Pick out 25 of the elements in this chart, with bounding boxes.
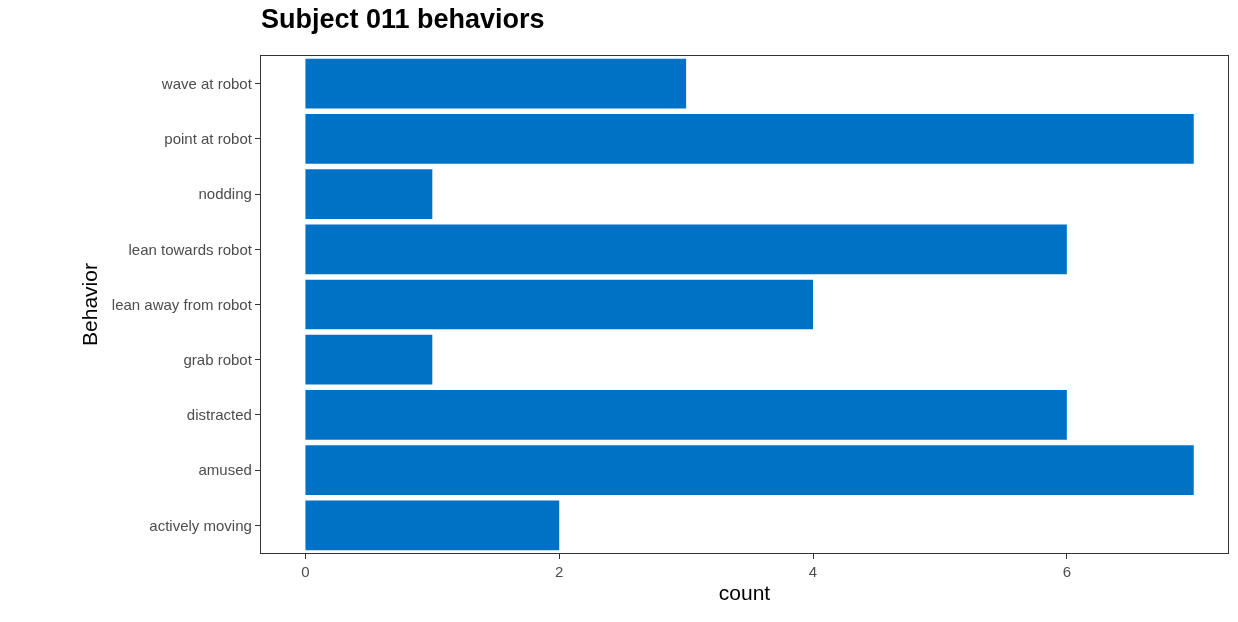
bar [305, 500, 560, 551]
bar [305, 334, 433, 385]
bar [305, 113, 1194, 164]
x-axis-title: count [718, 581, 771, 605]
y-tick-label: grab robot [183, 350, 253, 368]
x-tick-label: 0 [301, 563, 310, 581]
bar [305, 390, 1067, 440]
y-axis-title: Behavior [77, 263, 101, 346]
bar [305, 445, 1194, 496]
y-tick-label: lean away from robot [111, 295, 253, 313]
y-tick-label: point at robot [164, 130, 253, 148]
y-tick-label: wave at robot [160, 74, 253, 92]
x-tick-label: 6 [1062, 563, 1071, 581]
y-tick-label: actively moving [149, 516, 252, 534]
y-tick-label: amused [198, 461, 252, 479]
bar [305, 169, 433, 219]
x-tick-label: 4 [808, 563, 818, 581]
y-tick-label: lean towards robot [128, 240, 253, 258]
bar [305, 279, 814, 330]
bar [305, 224, 1067, 275]
y-tick-label: distracted [186, 406, 252, 424]
y-tick-label: nodding [198, 185, 252, 203]
x-tick-label: 2 [555, 563, 564, 581]
bar [305, 58, 687, 109]
chart-title: Subject 011 behaviors [261, 4, 545, 35]
